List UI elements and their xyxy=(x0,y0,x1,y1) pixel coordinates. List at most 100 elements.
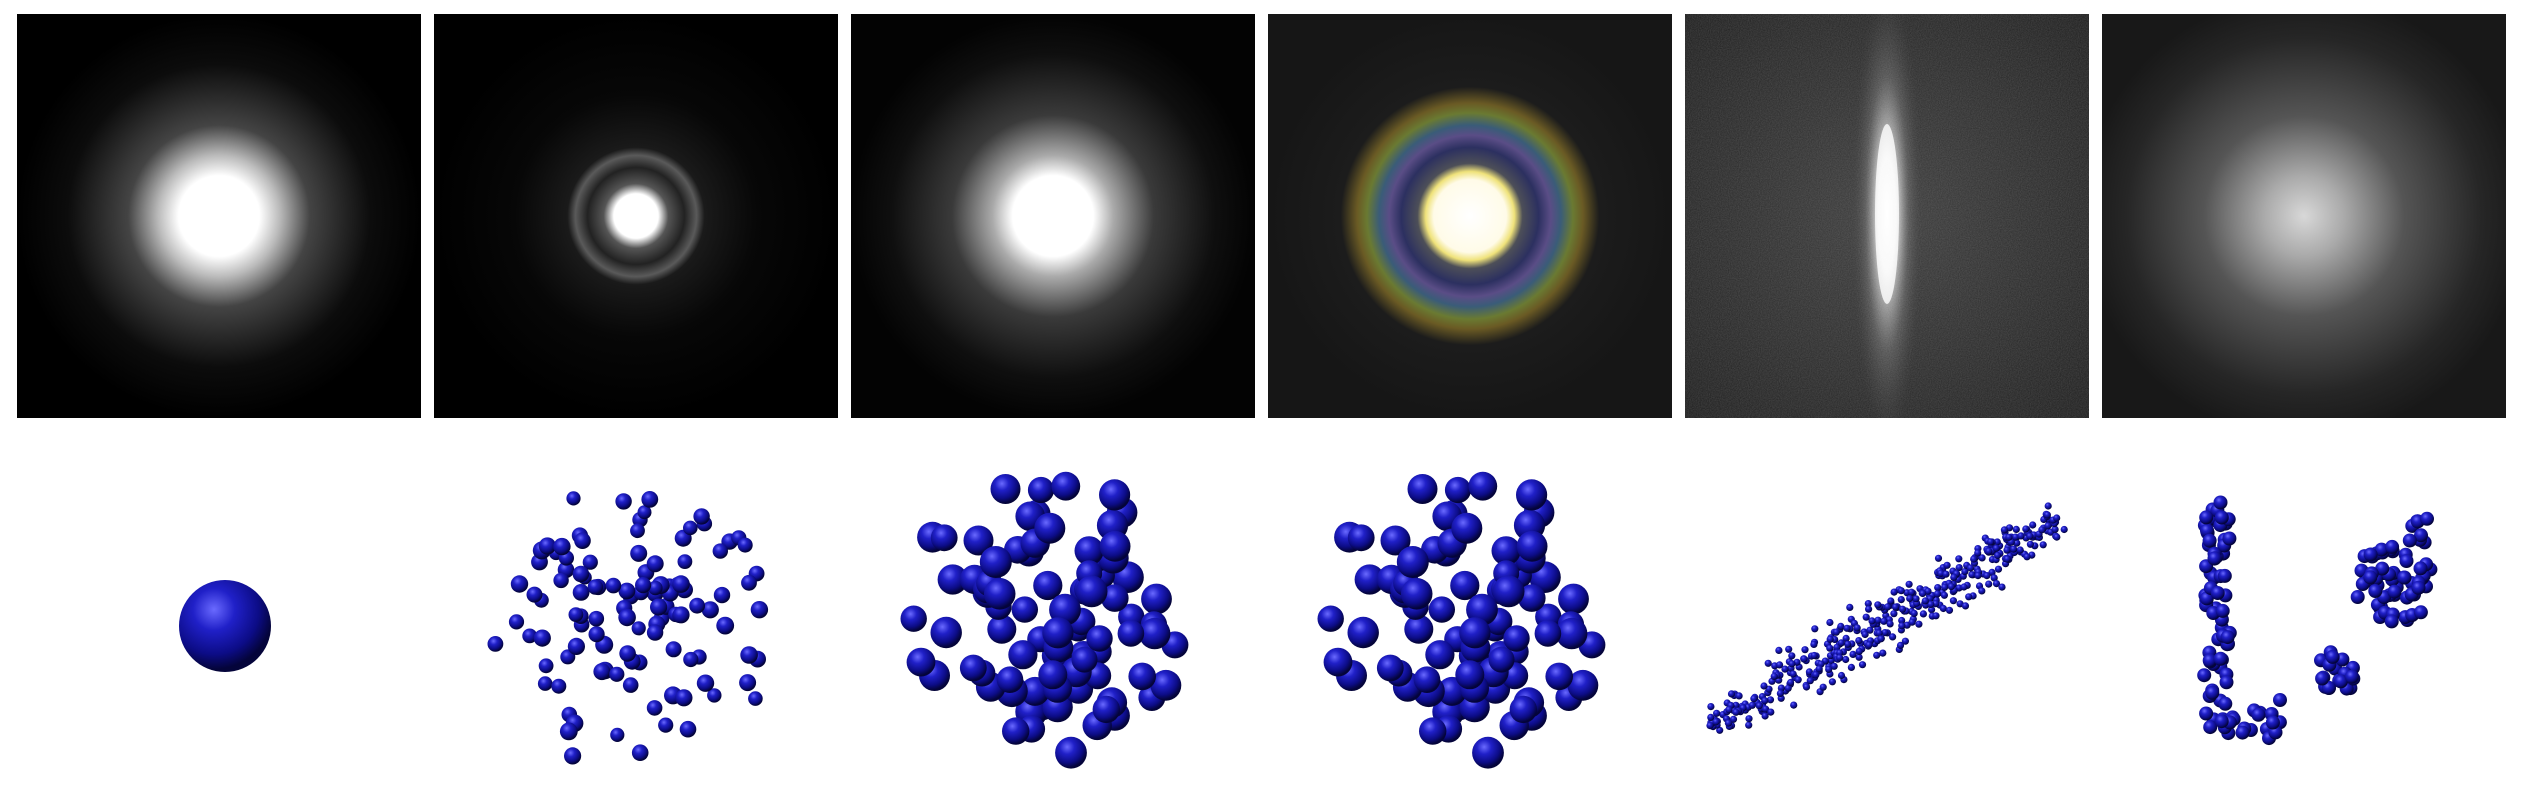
particle-sphere xyxy=(609,666,625,682)
particle-sphere xyxy=(1706,722,1714,730)
particle-sphere xyxy=(2207,551,2222,566)
particle-sphere xyxy=(1492,575,1525,608)
particle-sphere xyxy=(1027,476,1055,504)
particle-sphere xyxy=(650,598,668,616)
particle-sphere xyxy=(1934,584,1942,592)
particle-sphere xyxy=(2368,584,2383,598)
particle-sphere xyxy=(707,688,722,703)
particle-sphere xyxy=(741,574,757,591)
particle-sphere xyxy=(618,582,636,600)
particle-sphere xyxy=(510,575,529,593)
particle-sphere xyxy=(1503,625,1530,652)
particle-sphere xyxy=(1875,629,1883,637)
particle-sphere xyxy=(1905,580,1913,588)
particle-sphere xyxy=(635,577,652,594)
particle-sphere xyxy=(1051,471,1081,501)
particle-sphere xyxy=(610,727,625,742)
particle-sphere xyxy=(1455,660,1485,690)
particle-cluster-2 xyxy=(434,448,838,794)
particle-sphere xyxy=(1955,555,1963,563)
particle-sphere xyxy=(1877,635,1885,643)
particle-sphere xyxy=(672,575,690,593)
particle-sphere xyxy=(1317,605,1344,632)
particle-sphere xyxy=(983,578,1016,610)
particle-sphere xyxy=(648,580,663,596)
particle-sphere xyxy=(2411,580,2426,595)
particle-sphere xyxy=(568,607,584,622)
diffraction-panel-4 xyxy=(1268,14,1672,418)
particle-sphere xyxy=(538,658,554,674)
particle-sphere xyxy=(2012,533,2020,541)
diffraction-panel-6 xyxy=(2102,14,2506,418)
particle-sphere xyxy=(1855,653,1863,661)
particle-sphere xyxy=(1042,617,1074,649)
cluster-render-6 xyxy=(2197,495,2438,746)
particle-sphere xyxy=(1873,651,1881,659)
particle-sphere xyxy=(588,610,605,627)
particle-sphere xyxy=(1837,639,1845,647)
particle-sphere xyxy=(2363,547,2378,562)
particle-sphere xyxy=(2023,553,2031,561)
particle-sphere xyxy=(1534,620,1562,647)
particle-sphere xyxy=(646,555,664,573)
particle-sphere xyxy=(665,641,682,658)
diffraction-panel-1 xyxy=(17,14,421,418)
particle-sphere xyxy=(1788,660,1796,668)
particle-sphere xyxy=(537,676,553,691)
particle-sphere xyxy=(2420,511,2434,526)
particle-sphere xyxy=(1942,570,1950,578)
particle-sphere xyxy=(582,554,598,570)
particle-sphere xyxy=(1567,669,1599,701)
particle-sphere xyxy=(716,616,735,635)
particle-sphere xyxy=(1117,620,1145,647)
particle-sphere xyxy=(1960,583,1968,591)
particle-sphere xyxy=(2060,525,2068,534)
particle-sphere xyxy=(1558,583,1589,615)
particle-sphere xyxy=(1139,617,1171,650)
particle-sphere xyxy=(1943,561,1951,569)
particle-sphere xyxy=(1750,695,1758,703)
particle-sphere xyxy=(712,543,728,559)
particle-sphere xyxy=(1075,575,1108,608)
particle-sphere xyxy=(1987,538,1995,546)
particle-sphere xyxy=(1781,665,1789,673)
particle-cluster-5 xyxy=(1685,448,2089,794)
particle-sphere xyxy=(1961,568,1969,576)
particle-sphere xyxy=(630,544,648,562)
particle-sphere xyxy=(1545,662,1573,691)
particle-sphere xyxy=(605,577,622,594)
particle-sphere xyxy=(1861,630,1869,639)
particle-sphere xyxy=(1858,661,1867,669)
particle-sphere xyxy=(1810,640,1818,648)
particle-sphere xyxy=(1141,583,1172,615)
particle-sphere xyxy=(1784,684,1792,692)
particle-sphere xyxy=(2051,525,2059,533)
particle-sphere xyxy=(1712,718,1720,726)
particle-sphere xyxy=(2199,510,2214,525)
particle-sphere xyxy=(1826,635,1834,643)
particle-sphere xyxy=(1855,637,1863,645)
particle-sphere xyxy=(696,674,715,692)
particle-sphere xyxy=(2005,533,2013,541)
particle-sphere xyxy=(2010,545,2018,553)
particle-sphere xyxy=(930,616,962,649)
diffraction-image-6 xyxy=(2102,14,2506,418)
particle-sphere xyxy=(1842,655,1850,664)
particle-sphere xyxy=(1800,655,1808,663)
particle-sphere xyxy=(553,572,569,589)
particle-sphere xyxy=(2273,693,2287,707)
particle-sphere xyxy=(1451,512,1483,544)
particle-sphere xyxy=(1812,671,1820,679)
particle-sphere xyxy=(1488,646,1515,673)
particle-cluster-1 xyxy=(17,448,421,794)
particle-sphere xyxy=(1919,610,1927,618)
particle-sphere xyxy=(2235,725,2250,740)
particle-sphere xyxy=(2214,714,2229,729)
particle-sphere xyxy=(1828,678,1836,686)
particle-sphere xyxy=(572,565,590,583)
particle-sphere xyxy=(1775,646,1783,654)
particle-sphere xyxy=(1516,479,1548,511)
particle-sphere xyxy=(2402,533,2417,548)
particle-sphere xyxy=(1836,654,1844,662)
diffraction-panel-2 xyxy=(434,14,838,418)
